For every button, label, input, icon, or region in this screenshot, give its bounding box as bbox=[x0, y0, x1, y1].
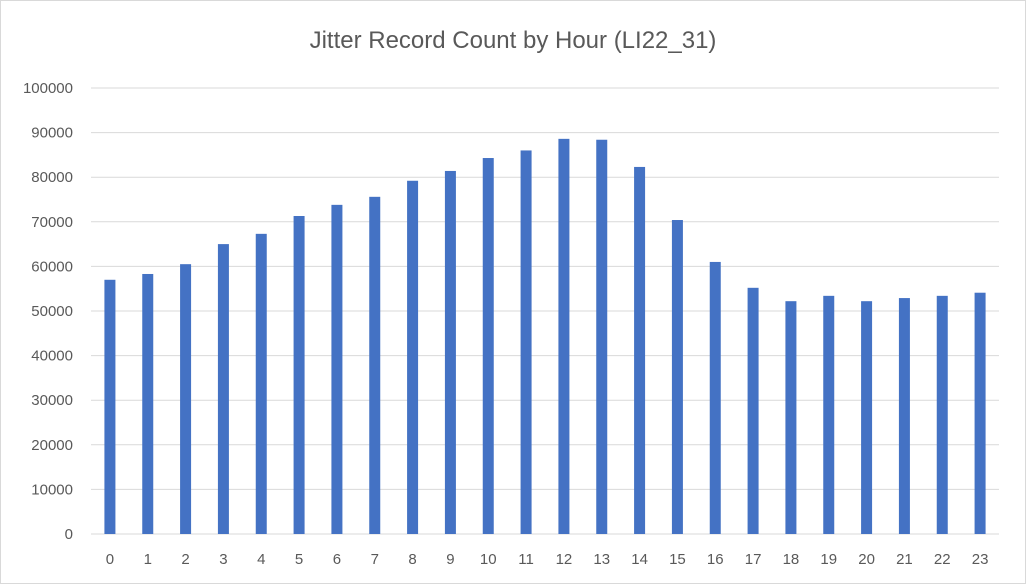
x-tick-label: 15 bbox=[669, 551, 686, 568]
bar-hour-21 bbox=[898, 298, 910, 534]
bar-hour-22 bbox=[936, 295, 948, 534]
x-tick-label: 2 bbox=[181, 551, 189, 568]
bar-hour-19 bbox=[823, 295, 835, 534]
chart-title: Jitter Record Count by Hour (LI22_31) bbox=[309, 27, 717, 54]
x-tick-label: 11 bbox=[518, 551, 534, 568]
x-tick-label: 3 bbox=[219, 551, 227, 568]
x-tick-label: 6 bbox=[333, 551, 341, 568]
gridlines bbox=[91, 87, 999, 535]
x-tick-label: 7 bbox=[371, 551, 379, 568]
x-tick-label: 13 bbox=[593, 551, 610, 568]
bar-hour-6 bbox=[331, 204, 343, 535]
y-tick-label: 60000 bbox=[31, 258, 73, 275]
bar-hour-2 bbox=[180, 264, 192, 534]
bar-hour-4 bbox=[255, 233, 267, 535]
y-tick-label: 20000 bbox=[31, 437, 73, 454]
bar-hour-12 bbox=[558, 138, 570, 534]
x-tick-label: 19 bbox=[820, 551, 837, 568]
bar-hour-1 bbox=[142, 273, 154, 534]
x-tick-label: 10 bbox=[480, 551, 497, 568]
x-tick-label: 12 bbox=[556, 551, 573, 568]
x-tick-label: 1 bbox=[144, 551, 152, 568]
x-tick-label: 23 bbox=[972, 551, 989, 568]
y-tick-label: 0 bbox=[65, 526, 73, 543]
bar-hour-0 bbox=[104, 279, 116, 534]
y-tick-label: 70000 bbox=[31, 214, 73, 231]
bar-hour-8 bbox=[407, 180, 419, 534]
x-axis-tick-labels: 0 1 2 3 4 5 6 7 8 9 10 11 12 13 14 15 16 17 18 19 20 21 22 23 bbox=[106, 551, 989, 568]
x-tick-label: 17 bbox=[745, 551, 762, 568]
y-axis-tick-labels: 0 10000 20000 30000 40000 50000 60000 70000 8000… bbox=[23, 80, 73, 543]
bar-hour-18 bbox=[785, 301, 797, 534]
y-tick-label: 80000 bbox=[31, 169, 73, 186]
x-tick-label: 0 bbox=[106, 551, 114, 568]
bar-hour-7 bbox=[369, 196, 381, 534]
x-tick-label: 18 bbox=[783, 551, 800, 568]
bar-hour-13 bbox=[596, 139, 608, 534]
x-tick-label: 20 bbox=[858, 551, 875, 568]
bar-series bbox=[104, 138, 986, 535]
x-tick-label: 4 bbox=[257, 551, 265, 568]
x-tick-label: 22 bbox=[934, 551, 951, 568]
bar-hour-20 bbox=[861, 301, 873, 534]
y-tick-label: 10000 bbox=[31, 481, 73, 498]
y-tick-label: 50000 bbox=[31, 303, 73, 320]
x-tick-label: 14 bbox=[631, 551, 648, 568]
x-tick-label: 16 bbox=[707, 551, 724, 568]
bar-hour-15 bbox=[671, 220, 683, 535]
bar-hour-16 bbox=[709, 261, 721, 534]
x-tick-label: 21 bbox=[896, 551, 913, 568]
y-tick-label: 90000 bbox=[31, 125, 73, 142]
bar-hour-11 bbox=[520, 150, 532, 534]
bar-hour-17 bbox=[747, 287, 759, 534]
bar-hour-9 bbox=[444, 170, 456, 534]
bar-hour-10 bbox=[482, 158, 494, 534]
y-tick-label: 40000 bbox=[31, 348, 73, 365]
x-tick-label: 5 bbox=[295, 551, 303, 568]
y-tick-label: 100000 bbox=[23, 80, 73, 97]
bar-hour-5 bbox=[293, 216, 305, 534]
bar-hour-3 bbox=[217, 244, 229, 534]
x-tick-label: 8 bbox=[408, 551, 416, 568]
bar-hour-23 bbox=[974, 292, 986, 534]
y-tick-label: 30000 bbox=[31, 392, 73, 409]
bar-hour-14 bbox=[634, 166, 646, 534]
x-tick-label: 9 bbox=[446, 551, 454, 568]
